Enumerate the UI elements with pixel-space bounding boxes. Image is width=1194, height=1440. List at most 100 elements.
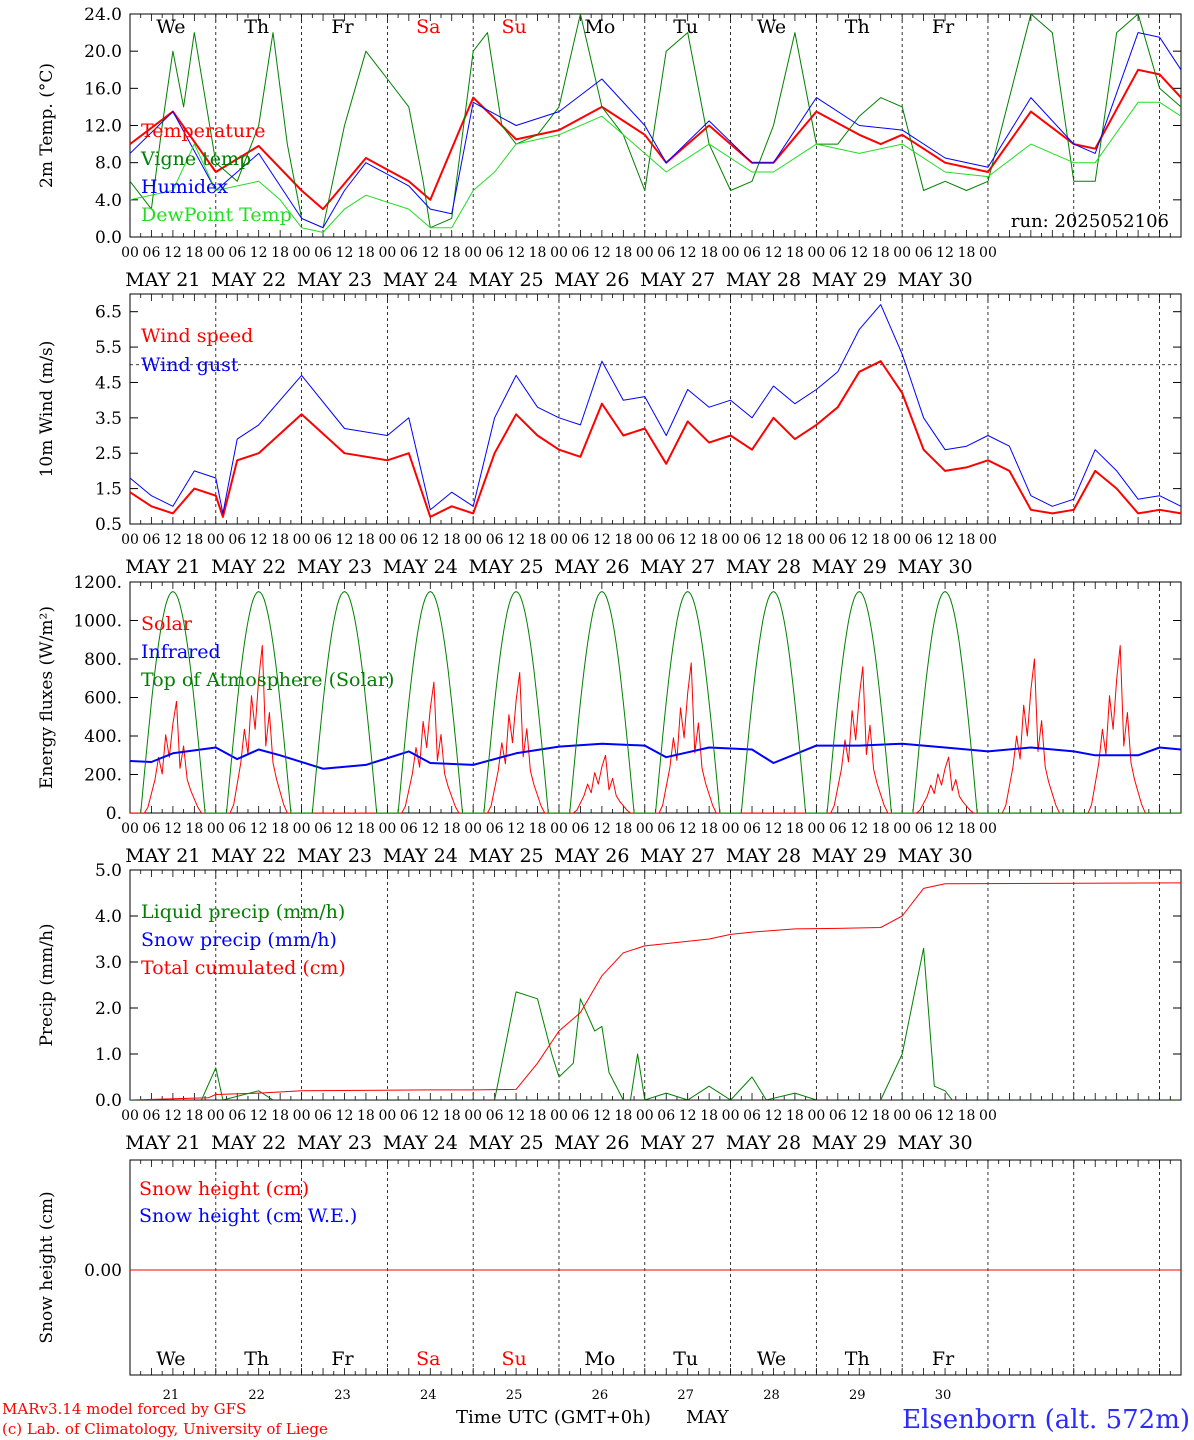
x-hour-label: 18 [700,1108,718,1124]
x-hour-label: 12 [593,1108,611,1124]
x-hour-label: 06 [400,532,418,548]
y-tick-label: 3.0 [95,953,122,973]
x-hour-label: 00 [550,821,568,837]
weekday-label: Tu [673,16,698,38]
x-hour-label: 00 [722,821,740,837]
x-hour-label: 18 [185,1108,203,1124]
x-hour-label: 18 [529,245,547,261]
x-hour-label: 00 [378,532,396,548]
x-hour-label: 12 [164,245,182,261]
x-hour-label: 18 [529,532,547,548]
x-hour-label: 06 [743,532,761,548]
x-hour-label: 00 [636,245,654,261]
x-hour-label: 06 [915,821,933,837]
x-hour-label: 12 [850,532,868,548]
x-hour-label: 00 [207,245,225,261]
weekday-label: Fr [932,1348,955,1370]
x-hour-label: 06 [572,1108,590,1124]
day-number-label: 21 [163,1388,180,1403]
panel-1: 0.0 4.0 8.0 12.0 16.0 20.0 24.0 2m Temp. (°C) Te… [37,5,1182,291]
weekday-label: We [156,1348,185,1370]
y-tick-label: 800. [84,650,122,670]
y-tick-label: 4.0 [95,191,122,211]
y-tick-label: 1000. [73,612,122,632]
x-hour-label: 00 [722,1108,740,1124]
x-hour-label: 06 [400,1108,418,1124]
x-date-label: MAY 26 [554,269,629,291]
y-tick-label: 0.5 [95,515,122,535]
x-hour-label: 12 [507,245,525,261]
y-tick-label: 20.0 [84,42,122,62]
weekday-label: Mo [584,16,615,38]
weekday-label: Th [845,1348,870,1370]
x-date-label: MAY 22 [211,1132,286,1154]
panel-5: 0.00 Snow height (cm) Snow height (cm) Snow… [37,1159,1182,1403]
legend-entry: Infrared [141,641,221,663]
x-hour-label: 18 [357,532,375,548]
day-number-label: 30 [935,1388,952,1403]
x-hour-label: 06 [400,821,418,837]
x-hour-label: 06 [829,1108,847,1124]
series-dewpoint-temp [130,101,1181,233]
y-tick-label: 8.0 [95,154,122,174]
x-hour-label: 18 [443,245,461,261]
y-tick-label: 600. [84,689,122,709]
x-hour-label: 18 [529,1108,547,1124]
x-hour-label: 06 [400,245,418,261]
x-hour-label: 06 [486,1108,504,1124]
y-tick-label: 0.0 [95,228,122,248]
x-date-label: MAY 25 [468,269,543,291]
x-date-label: MAY 22 [211,556,286,578]
x-hour-label: 00 [722,245,740,261]
weekday-label: We [156,16,185,38]
x-date-label: MAY 28 [726,556,801,578]
x-hour-label: 12 [679,532,697,548]
x-hour-label: 12 [679,821,697,837]
weekday-label: Su [501,16,526,38]
x-hour-label: 18 [271,245,289,261]
x-hour-label: 00 [550,532,568,548]
x-hour-label: 18 [185,532,203,548]
legend-entry: Snow precip (mm/h) [141,929,337,951]
weekday-label: Th [244,1348,269,1370]
series-group [130,882,1181,1100]
x-date-label: MAY 30 [897,845,972,867]
x-hour-label: 06 [143,532,161,548]
y-tick-label: 0. [106,804,122,824]
x-hour-label: 18 [271,532,289,548]
x-hour-label: 06 [228,1108,246,1124]
x-hour-label: 00 [722,532,740,548]
series-liquid-precip-mm-h [130,947,1181,1100]
x-hour-label: 12 [593,245,611,261]
x-hour-label: 00 [807,821,825,837]
x-hour-label: 00 [979,245,997,261]
x-hour-label: 06 [228,532,246,548]
x-hour-label: 12 [421,1108,439,1124]
x-hour-label: 18 [958,532,976,548]
x-hour-label: 00 [636,821,654,837]
x-hour-label: 00 [293,532,311,548]
x-date-label: MAY 24 [383,556,458,578]
footer-month: MAY [686,1407,730,1428]
day-number-label: 27 [677,1388,694,1403]
x-hour-label: 06 [572,821,590,837]
x-hour-label: 18 [614,245,632,261]
x-hour-label: 06 [743,1108,761,1124]
x-hour-label: 18 [786,245,804,261]
x-date-label: MAY 21 [125,269,200,291]
y-tick-label: 1.5 [95,480,122,500]
x-hour-label: 00 [636,1108,654,1124]
series-wind-speed [130,360,1181,518]
weekday-label: Th [244,16,269,38]
legend-entry: Vigne temp [140,148,251,170]
x-date-label: MAY 21 [125,845,200,867]
x-hour-label: 12 [164,1108,182,1124]
x-date-label: MAY 25 [468,845,543,867]
x-hour-label: 00 [979,532,997,548]
y-tick-label: 16.0 [84,79,122,99]
legend-entry: Total cumulated (cm) [141,957,346,979]
weekday-label: Sa [416,1348,440,1370]
x-date-label: MAY 21 [125,1132,200,1154]
x-date-label: MAY 29 [812,556,887,578]
x-hour-label: 12 [765,532,783,548]
